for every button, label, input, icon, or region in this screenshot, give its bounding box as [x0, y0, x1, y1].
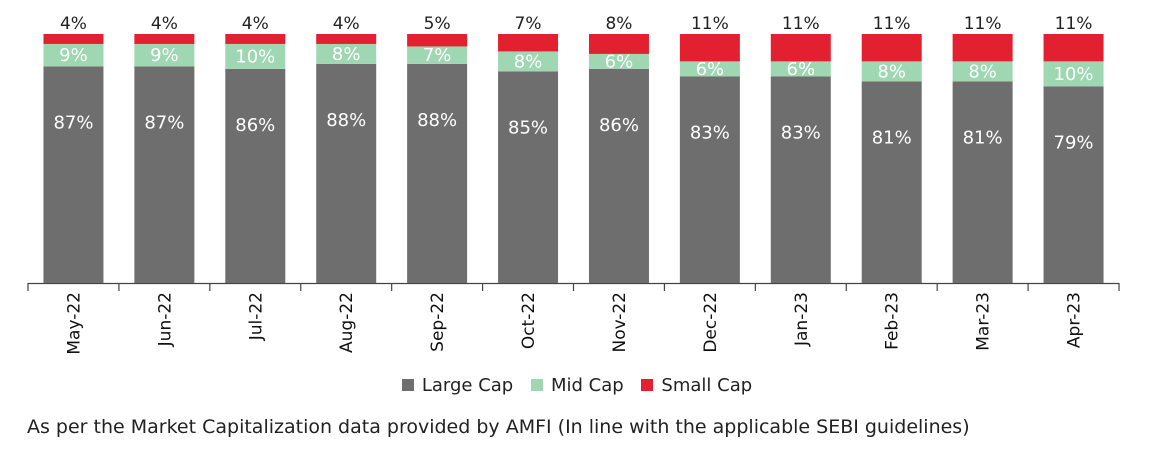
bar-mid-cap-jul-22: [225, 43, 286, 69]
data-label-mid-cap-jun-22: 9%: [150, 45, 179, 66]
x-tick-label-sep-22: Sep-22: [428, 292, 448, 352]
x-tick-label-jul-22: Jul-22: [246, 292, 266, 341]
bar-small-cap-sep-22: [407, 34, 468, 47]
data-label-small-cap-dec-22: 11%: [691, 14, 729, 34]
data-label-large-cap-sep-22: 88%: [417, 110, 457, 131]
data-label-large-cap-feb-23: 81%: [872, 127, 912, 148]
bar-small-cap-aug-22: [316, 34, 377, 44]
bar-small-cap-dec-22: [679, 34, 740, 62]
data-label-small-cap-nov-22: 8%: [605, 14, 632, 34]
x-tick-label-mar-23: Mar-23: [974, 292, 994, 351]
x-tick-label-jun-22: Jun-22: [155, 292, 175, 347]
bar-large-cap-jan-23: [770, 76, 831, 283]
chart-legend: Large Cap Mid Cap Small Cap: [0, 375, 1154, 396]
legend-swatch-mid-cap: [530, 379, 543, 391]
data-label-mid-cap-sep-22: 7%: [423, 45, 452, 66]
x-tick-label-jan-23: Jan-23: [792, 292, 812, 347]
bar-mid-cap-nov-22: [588, 53, 649, 69]
data-label-large-cap-jul-22: 86%: [235, 115, 275, 136]
bar-mid-cap-apr-23: [1043, 61, 1104, 87]
legend-label-small-cap: Small Cap: [661, 375, 753, 396]
data-label-mid-cap-jan-23: 6%: [787, 59, 816, 80]
data-label-small-cap-jan-23: 11%: [782, 14, 820, 34]
bar-mid-cap-dec-22: [679, 61, 740, 77]
data-label-mid-cap-feb-23: 8%: [877, 61, 906, 82]
data-label-large-cap-jun-22: 87%: [144, 112, 184, 133]
bar-small-cap-feb-23: [861, 34, 922, 62]
data-label-mid-cap-aug-22: 8%: [332, 44, 361, 65]
bar-mid-cap-mar-23: [952, 61, 1013, 82]
bar-large-cap-nov-22: [588, 68, 649, 283]
bar-large-cap-may-22: [43, 66, 104, 284]
data-label-large-cap-mar-23: 81%: [963, 127, 1003, 148]
bar-large-cap-feb-23: [861, 81, 922, 283]
bar-large-cap-dec-22: [679, 76, 740, 283]
legend-item-small-cap: Small Cap: [641, 375, 752, 396]
bar-small-cap-jul-22: [225, 34, 286, 44]
bar-mid-cap-jan-23: [770, 61, 831, 77]
data-label-large-cap-oct-22: 85%: [508, 117, 548, 138]
data-label-mid-cap-nov-22: 6%: [605, 51, 634, 72]
x-tick-label-nov-22: Nov-22: [610, 292, 630, 353]
data-label-mid-cap-apr-23: 10%: [1054, 64, 1094, 85]
bar-small-cap-may-22: [43, 34, 104, 44]
bar-small-cap-mar-23: [952, 34, 1013, 62]
data-label-small-cap-jul-22: 4%: [242, 14, 269, 34]
data-label-large-cap-jan-23: 83%: [781, 122, 821, 143]
data-label-mid-cap-jul-22: 10%: [235, 46, 275, 67]
data-label-large-cap-apr-23: 79%: [1054, 132, 1094, 153]
bar-mid-cap-may-22: [43, 43, 104, 67]
data-label-mid-cap-mar-23: 8%: [968, 61, 997, 82]
bar-mid-cap-sep-22: [407, 46, 468, 64]
x-tick-label-oct-22: Oct-22: [519, 292, 539, 349]
data-label-small-cap-oct-22: 7%: [515, 14, 542, 34]
bar-small-cap-jan-23: [770, 34, 831, 62]
bar-large-cap-jun-22: [134, 66, 195, 284]
data-label-mid-cap-dec-22: 6%: [696, 59, 725, 80]
legend-label-mid-cap: Mid Cap: [550, 375, 624, 396]
data-label-small-cap-apr-23: 11%: [1055, 14, 1093, 34]
bar-small-cap-jun-22: [134, 34, 195, 44]
data-label-small-cap-sep-22: 5%: [424, 14, 451, 34]
bar-small-cap-apr-23: [1043, 34, 1104, 62]
legend-swatch-large-cap: [401, 379, 414, 391]
source-note: As per the Market Capitalization data pr…: [27, 416, 970, 438]
data-label-large-cap-nov-22: 86%: [599, 115, 639, 136]
bar-mid-cap-oct-22: [498, 51, 559, 72]
legend-item-mid-cap: Mid Cap: [530, 375, 624, 396]
legend-item-large-cap: Large Cap: [401, 375, 514, 396]
bar-small-cap-oct-22: [498, 34, 559, 52]
bar-large-cap-oct-22: [498, 71, 559, 283]
x-tick-label-may-22: May-22: [64, 292, 84, 355]
legend-swatch-small-cap: [641, 379, 654, 391]
bar-large-cap-apr-23: [1043, 86, 1104, 283]
bar-mid-cap-jun-22: [134, 43, 195, 67]
x-tick-label-dec-22: Dec-22: [701, 292, 721, 353]
x-tick-label-apr-23: Apr-23: [1065, 292, 1085, 348]
x-tick-label-feb-23: Feb-23: [883, 292, 903, 350]
data-label-small-cap-jun-22: 4%: [151, 14, 178, 34]
bar-mid-cap-feb-23: [861, 61, 922, 82]
data-label-small-cap-feb-23: 11%: [873, 14, 911, 34]
data-label-large-cap-aug-22: 88%: [326, 110, 366, 131]
x-tick-label-aug-22: Aug-22: [337, 292, 357, 353]
bar-small-cap-nov-22: [588, 34, 649, 54]
bar-mid-cap-aug-22: [316, 43, 377, 64]
data-label-mid-cap-oct-22: 8%: [514, 51, 543, 72]
data-label-large-cap-may-22: 87%: [53, 112, 93, 133]
data-label-large-cap-dec-22: 83%: [690, 122, 730, 143]
bar-large-cap-jul-22: [225, 68, 286, 283]
bar-large-cap-sep-22: [407, 63, 468, 283]
bar-large-cap-aug-22: [316, 63, 377, 283]
legend-label-large-cap: Large Cap: [421, 375, 514, 396]
stacked-bar-chart: 87% 9% 4% May-22 87% 9% 4% Jun-22 86% 10% 4% Jul-22…: [27, 14, 1120, 355]
data-label-mid-cap-may-22: 9%: [59, 45, 88, 66]
bar-large-cap-mar-23: [952, 81, 1013, 283]
data-label-small-cap-aug-22: 4%: [333, 14, 360, 34]
data-label-small-cap-mar-23: 11%: [964, 14, 1002, 34]
data-label-small-cap-may-22: 4%: [60, 14, 87, 34]
